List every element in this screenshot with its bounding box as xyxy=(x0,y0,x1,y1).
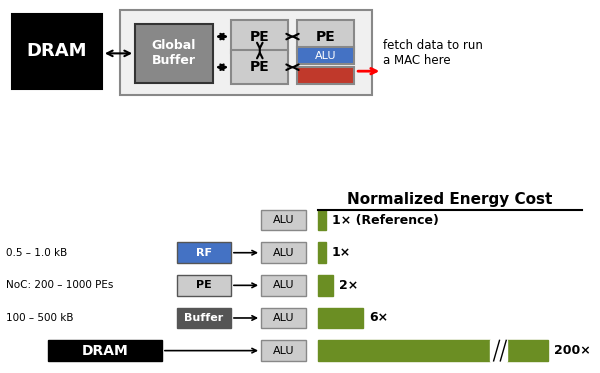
Text: 0.5 – 1.0 kB: 0.5 – 1.0 kB xyxy=(6,248,67,258)
FancyBboxPatch shape xyxy=(231,50,288,84)
Text: PE: PE xyxy=(250,60,269,74)
FancyBboxPatch shape xyxy=(231,20,288,53)
Text: ALU: ALU xyxy=(273,313,294,323)
Text: PE: PE xyxy=(196,280,212,290)
Text: 1× (Reference): 1× (Reference) xyxy=(332,214,439,226)
Text: ALU: ALU xyxy=(273,215,294,225)
FancyBboxPatch shape xyxy=(318,275,333,295)
Text: ALU: ALU xyxy=(273,248,294,258)
FancyBboxPatch shape xyxy=(135,24,213,83)
FancyBboxPatch shape xyxy=(261,340,306,361)
Text: DRAM: DRAM xyxy=(82,344,128,358)
Text: RF: RF xyxy=(196,248,212,258)
FancyBboxPatch shape xyxy=(318,210,326,231)
Text: fetch data to run
a MAC here: fetch data to run a MAC here xyxy=(383,39,482,67)
Text: Global
Buffer: Global Buffer xyxy=(152,40,196,68)
Text: NoC: 200 – 1000 PEs: NoC: 200 – 1000 PEs xyxy=(6,280,113,290)
FancyBboxPatch shape xyxy=(177,275,231,295)
Text: 6×: 6× xyxy=(369,311,388,325)
Text: Normalized Energy Cost: Normalized Energy Cost xyxy=(347,192,553,207)
Text: ALU: ALU xyxy=(273,280,294,290)
FancyBboxPatch shape xyxy=(120,10,372,95)
FancyBboxPatch shape xyxy=(297,47,354,64)
Text: 2×: 2× xyxy=(339,279,358,292)
FancyBboxPatch shape xyxy=(297,67,354,84)
FancyBboxPatch shape xyxy=(261,242,306,263)
Text: ALU: ALU xyxy=(315,51,336,61)
FancyBboxPatch shape xyxy=(261,308,306,328)
FancyBboxPatch shape xyxy=(490,340,507,361)
FancyBboxPatch shape xyxy=(297,20,354,53)
FancyBboxPatch shape xyxy=(177,308,231,328)
FancyBboxPatch shape xyxy=(48,340,162,361)
Text: ALU: ALU xyxy=(273,346,294,355)
Text: PE: PE xyxy=(250,29,269,44)
Text: PE: PE xyxy=(316,29,335,44)
Text: 100 – 500 kB: 100 – 500 kB xyxy=(6,313,74,323)
FancyBboxPatch shape xyxy=(318,242,326,263)
FancyBboxPatch shape xyxy=(261,210,306,231)
Text: DRAM: DRAM xyxy=(27,43,87,60)
Text: Buffer: Buffer xyxy=(184,313,224,323)
FancyBboxPatch shape xyxy=(318,308,363,328)
FancyBboxPatch shape xyxy=(177,242,231,263)
FancyBboxPatch shape xyxy=(318,340,490,361)
FancyBboxPatch shape xyxy=(261,275,306,295)
FancyBboxPatch shape xyxy=(12,14,102,89)
FancyBboxPatch shape xyxy=(507,340,548,361)
Text: 200×: 200× xyxy=(554,344,590,357)
Text: 1×: 1× xyxy=(332,246,351,259)
